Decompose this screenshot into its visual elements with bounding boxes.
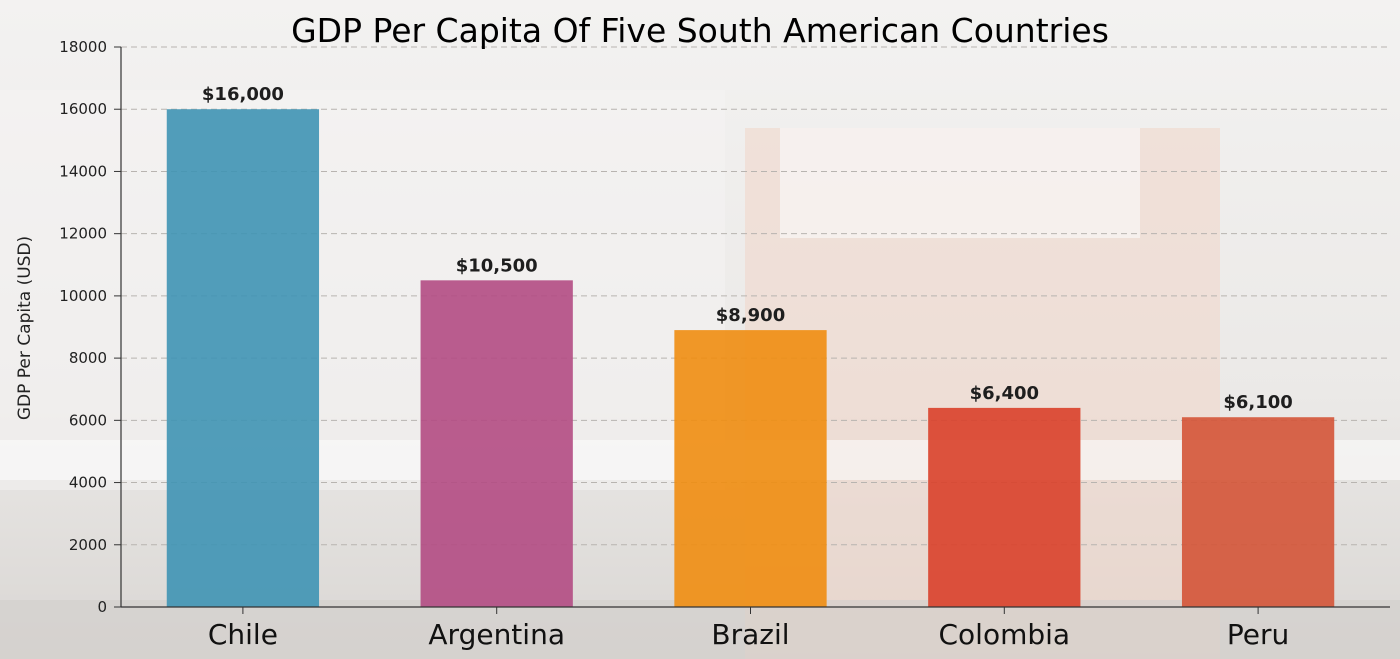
y-tick-label: 14000 <box>59 162 107 180</box>
x-tick-label: Peru <box>1227 618 1289 651</box>
y-tick-label: 6000 <box>69 411 107 429</box>
bar-argentina <box>420 280 573 607</box>
bar-colombia <box>928 407 1081 607</box>
y-tick-label: 10000 <box>59 287 107 305</box>
y-tick-label: 4000 <box>69 474 107 492</box>
y-tick-label: 12000 <box>59 225 107 243</box>
y-axis-title: GDP Per Capita (USD) <box>15 236 35 420</box>
chart-title: GDP Per Capita Of Five South American Co… <box>291 11 1109 50</box>
x-tick-label: Colombia <box>939 618 1071 651</box>
y-tick-label: 2000 <box>69 536 107 554</box>
labels: 0 2000 4000 6000 8000 10000 12000 14000 16000 180… <box>59 38 1293 651</box>
data-label: $16,000 <box>202 84 284 105</box>
bar-chile <box>166 109 320 607</box>
x-tick-label: Brazil <box>711 618 789 651</box>
bars <box>166 109 1335 607</box>
x-tick-label: Chile <box>208 618 278 651</box>
axes <box>114 46 1390 614</box>
data-label: $10,500 <box>456 255 538 276</box>
bar-peru <box>1181 417 1335 607</box>
y-tick-label: 16000 <box>59 100 107 118</box>
data-label: $8,900 <box>716 305 785 326</box>
y-tick-label: 18000 <box>59 38 107 56</box>
y-tick-label: 8000 <box>69 349 107 367</box>
data-label: $6,400 <box>970 383 1039 404</box>
bar-brazil <box>674 330 827 607</box>
x-tick-label: Argentina <box>428 618 565 651</box>
y-tick-label: 0 <box>97 598 107 616</box>
data-label: $6,100 <box>1223 392 1292 413</box>
